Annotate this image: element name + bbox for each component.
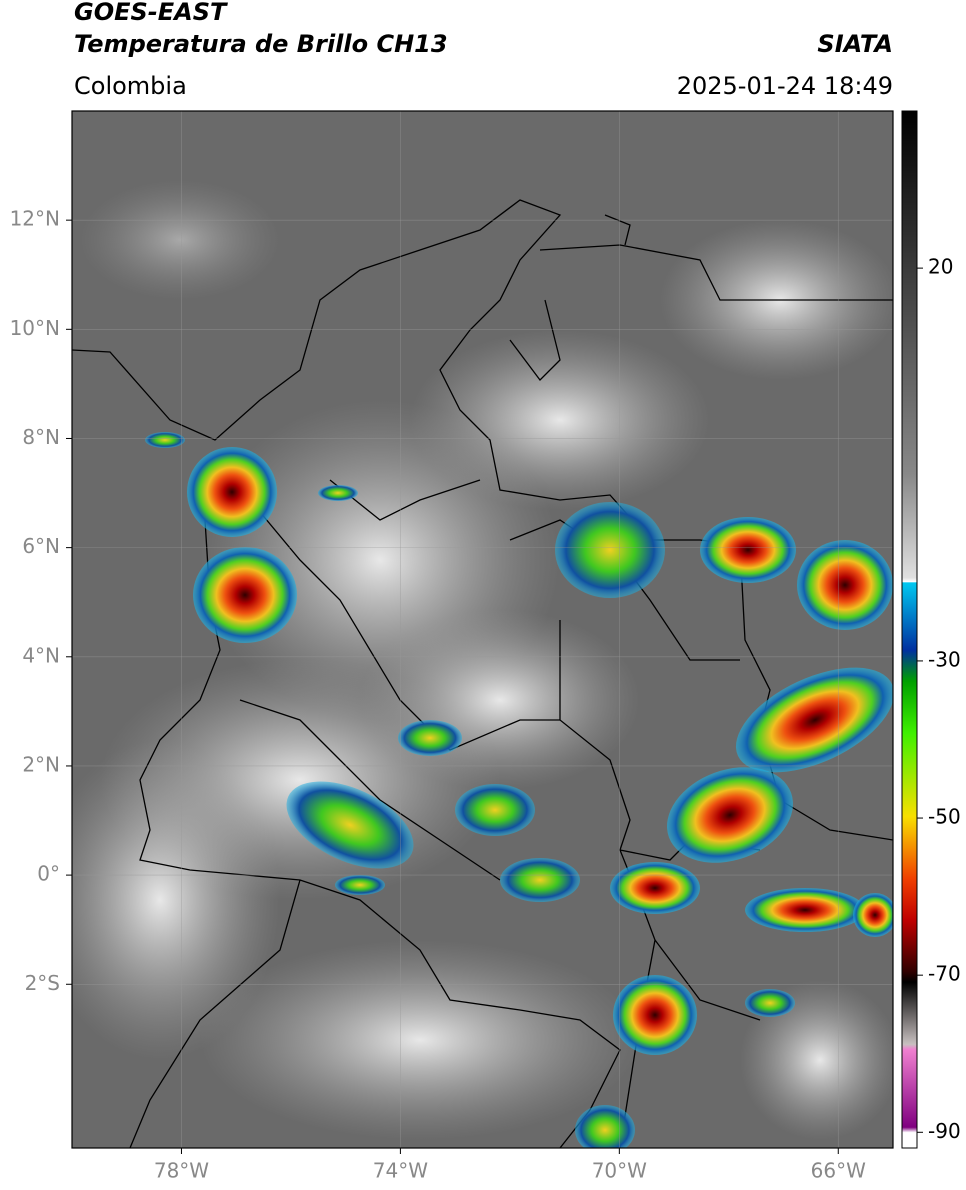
subtitle: Temperatura de Brillo CH13 [74, 30, 448, 58]
y-tick-label: 4°N [22, 643, 60, 667]
x-tick-label: 66°W [811, 1159, 866, 1183]
y-tick-label: 0° [37, 862, 60, 886]
ticks: 78°W 74°W 70°W 66°W 12°N 10°N 8°N 6°N 4°N 2°N 0° 2°… [10, 207, 961, 1183]
x-tick-label: 70°W [592, 1159, 647, 1183]
x-tick-label: 74°W [373, 1159, 428, 1183]
y-tick-label: 10°N [10, 316, 60, 340]
colorbar-tick-label: -90 [928, 1119, 961, 1143]
y-tick-label: 2°S [25, 971, 60, 995]
y-tick-label: 6°N [22, 534, 60, 558]
title: GOES-EAST [74, 0, 228, 26]
colorbar-tick-label: 20 [928, 255, 953, 279]
storm-cells [145, 432, 893, 1148]
colorbar-tick-label: -30 [928, 647, 961, 671]
map-image [72, 111, 893, 1148]
source: SIATA [817, 30, 893, 58]
region: Colombia [74, 72, 187, 100]
x-tick-label: 78°W [154, 1159, 209, 1183]
y-tick-label: 2°N [22, 752, 60, 776]
map-frame [71, 110, 894, 1149]
y-tick-label: 8°N [22, 425, 60, 449]
datetime: 2025-01-24 18:49 [677, 72, 893, 100]
clouds [72, 180, 893, 1140]
colorbar-tick-label: -70 [928, 962, 961, 986]
y-tick-label: 12°N [10, 207, 60, 231]
colorbar [901, 110, 918, 1149]
colorbar-tick-label: -50 [928, 805, 961, 829]
grid [72, 111, 893, 1148]
